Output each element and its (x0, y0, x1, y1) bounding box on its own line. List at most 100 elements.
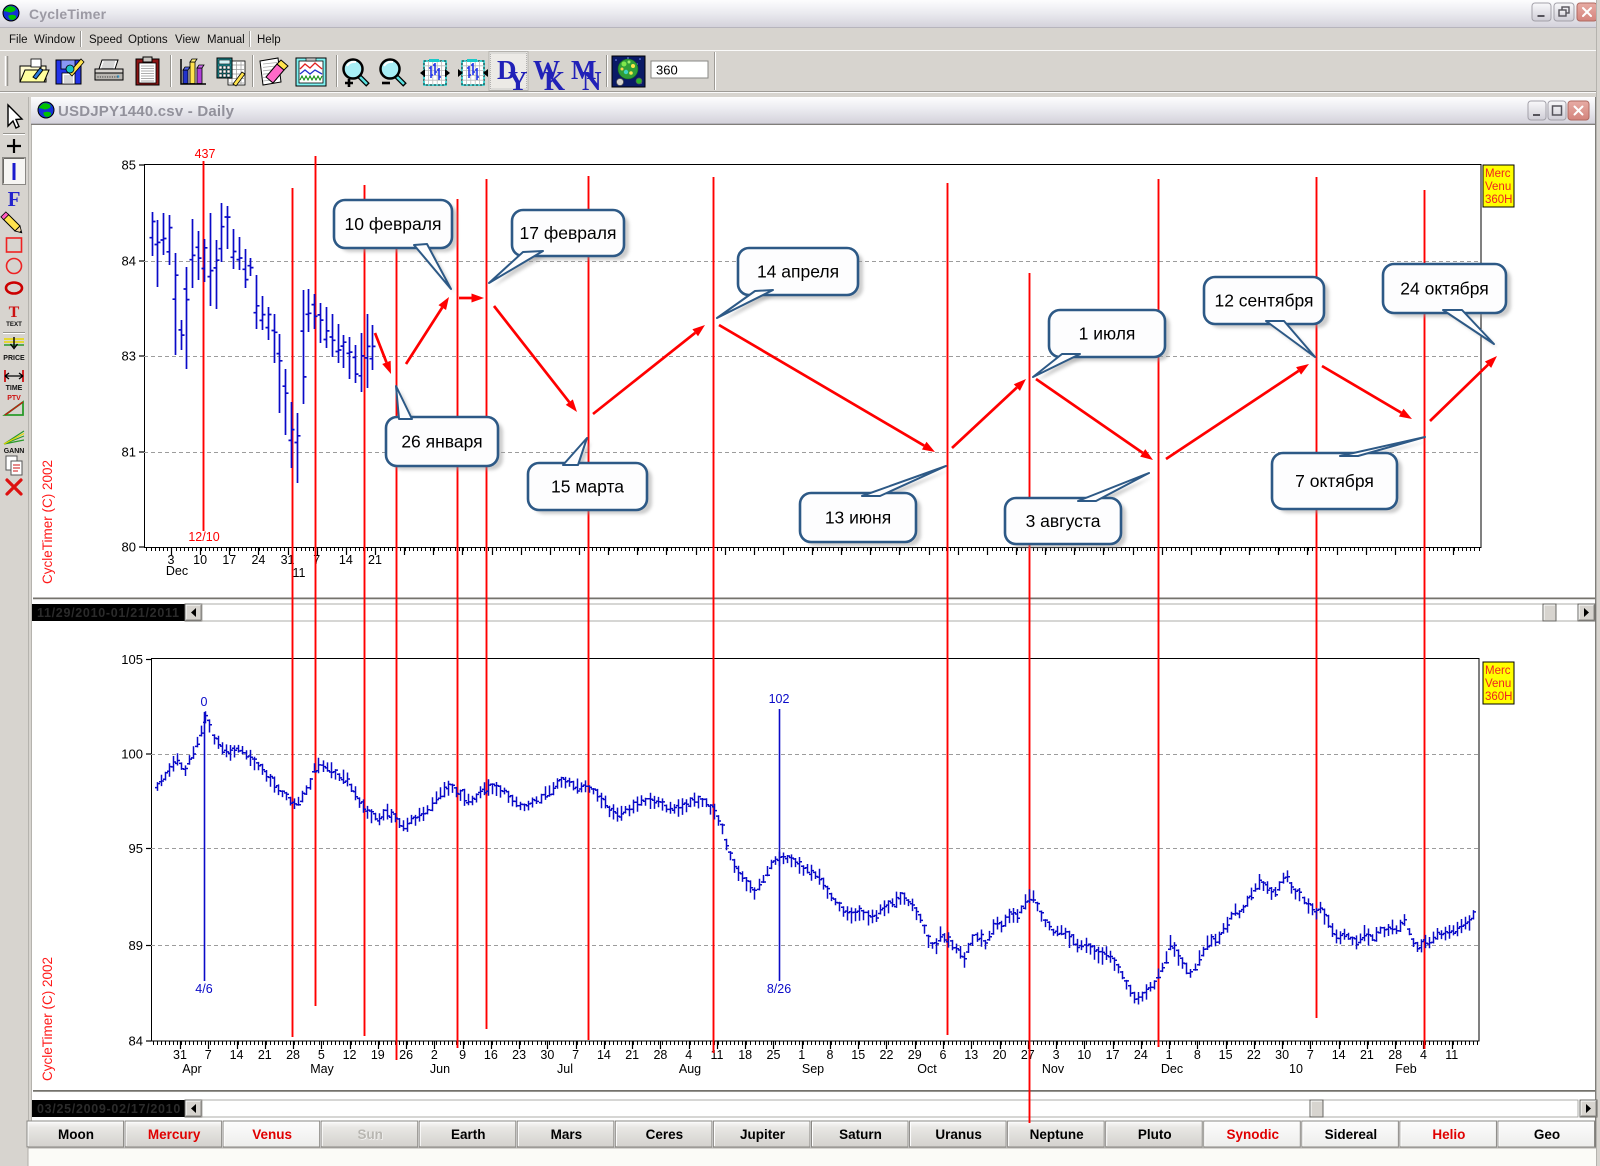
svg-text:15 марта: 15 марта (551, 477, 624, 497)
svg-text:4: 4 (685, 1048, 692, 1062)
svg-text:16: 16 (484, 1048, 498, 1062)
svg-text:360H: 360H (1485, 691, 1513, 703)
svg-text:26: 26 (399, 1048, 413, 1062)
svg-text:TIME: TIME (6, 385, 23, 392)
svg-text:View: View (175, 34, 200, 46)
svg-text:22: 22 (1247, 1048, 1261, 1062)
svg-text:Manual: Manual (207, 34, 245, 46)
svg-text:USDJPY1440.csv - Daily: USDJPY1440.csv - Daily (58, 103, 235, 120)
svg-text:File: File (9, 34, 28, 46)
svg-text:5: 5 (318, 1048, 325, 1062)
svg-text:360H: 360H (1485, 194, 1513, 206)
svg-text:80: 80 (122, 540, 136, 555)
svg-text:14: 14 (339, 553, 353, 567)
svg-text:81: 81 (122, 445, 136, 460)
svg-text:13 июня: 13 июня (825, 508, 891, 528)
svg-text:Aug: Aug (679, 1062, 701, 1076)
svg-text:21: 21 (368, 553, 382, 567)
svg-text:Nov: Nov (1042, 1062, 1065, 1076)
svg-text:7: 7 (205, 1048, 212, 1062)
svg-text:TEXT: TEXT (6, 321, 22, 328)
svg-text:Venu: Venu (1485, 181, 1511, 193)
svg-text:24 октября: 24 октября (1400, 279, 1488, 299)
svg-text:Uranus: Uranus (935, 1127, 982, 1142)
svg-text:22: 22 (880, 1048, 894, 1062)
svg-text:Merc: Merc (1485, 168, 1511, 180)
svg-text:83: 83 (122, 349, 136, 364)
svg-text:28: 28 (286, 1048, 300, 1062)
svg-text:17 февраля: 17 февраля (520, 223, 617, 243)
svg-text:Jun: Jun (430, 1062, 450, 1076)
svg-text:26 января: 26 января (401, 432, 482, 452)
svg-text:24: 24 (1134, 1048, 1148, 1062)
svg-text:Ceres: Ceres (646, 1127, 684, 1142)
svg-text:Synodic: Synodic (1227, 1127, 1280, 1142)
svg-text:6: 6 (940, 1048, 947, 1062)
svg-text:10: 10 (1077, 1048, 1091, 1062)
svg-text:Dec: Dec (166, 564, 188, 578)
svg-text:10: 10 (193, 553, 207, 567)
svg-text:Saturn: Saturn (839, 1127, 882, 1142)
svg-text:Merc: Merc (1485, 665, 1511, 677)
svg-text:1 июля: 1 июля (1079, 324, 1136, 344)
svg-text:30: 30 (1275, 1048, 1289, 1062)
svg-text:11: 11 (293, 566, 306, 580)
svg-text:PRICE: PRICE (3, 355, 25, 362)
svg-text:31: 31 (173, 1048, 187, 1062)
svg-text:14: 14 (1332, 1048, 1346, 1062)
svg-text:25: 25 (767, 1048, 781, 1062)
svg-text:18: 18 (738, 1048, 752, 1062)
svg-text:12 сентября: 12 сентября (1214, 291, 1313, 311)
svg-text:8: 8 (827, 1048, 834, 1062)
svg-text:15: 15 (851, 1048, 865, 1062)
svg-text:0: 0 (201, 695, 208, 709)
svg-text:Y: Y (508, 66, 528, 96)
svg-text:7: 7 (1307, 1048, 1314, 1062)
svg-text:17: 17 (222, 553, 236, 567)
svg-text:10 февраля: 10 февраля (345, 214, 442, 234)
svg-text:17: 17 (1106, 1048, 1120, 1062)
svg-text:Sep: Sep (802, 1062, 824, 1076)
svg-text:F: F (8, 187, 21, 211)
svg-text:13: 13 (964, 1048, 978, 1062)
svg-text:10: 10 (1289, 1062, 1303, 1076)
svg-text:Earth: Earth (451, 1127, 486, 1142)
svg-text:29: 29 (908, 1048, 922, 1062)
svg-text:85: 85 (122, 158, 136, 173)
svg-text:14: 14 (230, 1048, 244, 1062)
svg-text:Sun: Sun (358, 1128, 384, 1143)
svg-text:Moon: Moon (58, 1127, 94, 1142)
svg-text:Jupiter: Jupiter (740, 1127, 786, 1142)
svg-text:T: T (9, 304, 20, 321)
svg-text:PTV: PTV (7, 395, 21, 402)
svg-text:11: 11 (710, 1048, 723, 1062)
svg-text:Options: Options (128, 34, 168, 46)
svg-text:20: 20 (993, 1048, 1007, 1062)
svg-text:100: 100 (121, 747, 143, 762)
svg-text:360: 360 (656, 63, 678, 78)
svg-text:21: 21 (258, 1048, 272, 1062)
svg-text:23: 23 (512, 1048, 526, 1062)
svg-text:Mercury: Mercury (148, 1127, 201, 1142)
svg-text:19: 19 (371, 1048, 385, 1062)
svg-text:8: 8 (1194, 1048, 1201, 1062)
svg-text:12/10: 12/10 (188, 530, 219, 544)
svg-text:03/25/2009-02/17/2010: 03/25/2009-02/17/2010 (37, 1102, 181, 1116)
svg-text:Jul: Jul (557, 1062, 573, 1076)
svg-text:21: 21 (1360, 1048, 1374, 1062)
svg-text:Pluto: Pluto (1138, 1127, 1172, 1142)
svg-text:Neptune: Neptune (1030, 1127, 1084, 1142)
svg-text:31: 31 (281, 553, 295, 567)
svg-text:Mars: Mars (551, 1127, 583, 1142)
svg-text:102: 102 (769, 692, 790, 706)
svg-text:Oct: Oct (917, 1062, 937, 1076)
svg-text:Sun: Sun (357, 1127, 383, 1142)
svg-text:Venu: Venu (1485, 678, 1511, 690)
svg-text:D: D (497, 55, 517, 85)
svg-text:May: May (310, 1062, 334, 1076)
svg-text:1: 1 (1166, 1048, 1173, 1062)
svg-text:CycleTimer (C) 2002: CycleTimer (C) 2002 (40, 460, 55, 584)
svg-text:3: 3 (168, 553, 175, 567)
svg-text:7: 7 (313, 553, 320, 567)
svg-text:3 августа: 3 августа (1026, 511, 1101, 531)
